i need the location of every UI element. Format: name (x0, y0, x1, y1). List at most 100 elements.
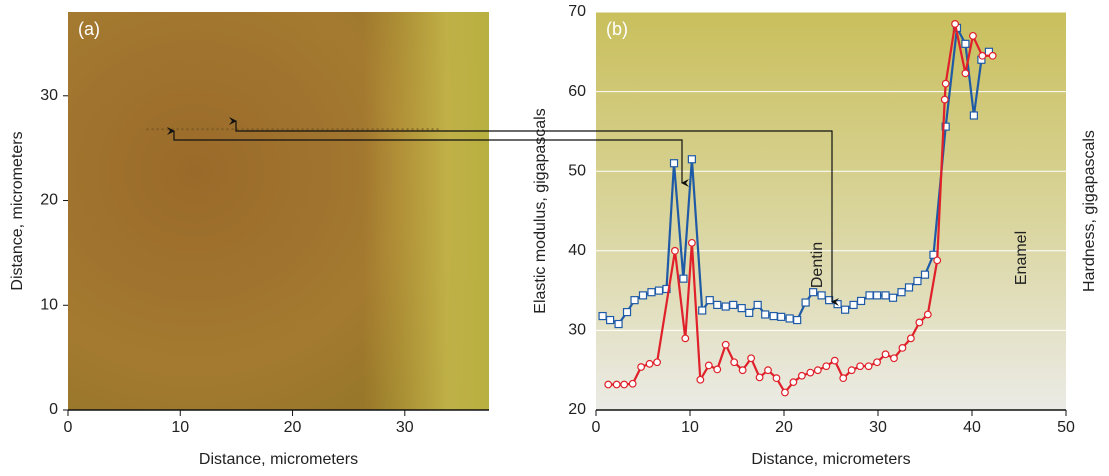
marker (913, 276, 922, 286)
x-axis-label: Distance, micrometers (751, 451, 910, 468)
marker (898, 344, 907, 352)
marker (687, 238, 696, 247)
y-axis-label: Elastic modulus, gigapascals (532, 108, 549, 313)
marker (687, 155, 696, 164)
marker (849, 300, 858, 310)
marker (856, 296, 866, 306)
marker (647, 288, 656, 297)
marker (704, 361, 713, 370)
marker (897, 288, 906, 297)
arrow (229, 117, 839, 306)
marker (872, 291, 882, 300)
marker (747, 354, 755, 363)
marker (923, 310, 932, 319)
marker (881, 291, 890, 300)
marker (729, 300, 738, 310)
connector-arrows (167, 117, 839, 306)
x-tick-label: 30 (396, 419, 414, 436)
marker (941, 122, 950, 131)
marker (951, 20, 959, 28)
marker (801, 298, 810, 307)
marker (941, 79, 950, 88)
marker (961, 39, 970, 48)
x-tick-label: 40 (963, 419, 981, 436)
marker (730, 358, 739, 367)
plots: 0 10 20 30 0 10 20 30 Distance, micrometers Dista… (9, 3, 1098, 468)
marker (630, 296, 639, 305)
marker (738, 366, 747, 375)
x-tick-label: 0 (64, 419, 73, 436)
y-tick-label: 60 (568, 83, 586, 100)
marker (789, 378, 798, 387)
marker (785, 314, 794, 323)
marker (681, 334, 690, 343)
marker (969, 31, 977, 40)
y-axis-label: Distance, micrometers (9, 131, 26, 290)
marker (940, 95, 949, 104)
marker (781, 388, 789, 397)
marker (907, 334, 915, 343)
marker (612, 380, 621, 389)
marker (769, 311, 778, 321)
marker (961, 69, 970, 78)
marker (833, 300, 842, 309)
marker (978, 51, 987, 60)
marker (638, 291, 648, 300)
marker (696, 375, 705, 384)
marker (598, 311, 607, 321)
marker (713, 365, 722, 374)
marker (847, 366, 856, 375)
marker (669, 159, 679, 168)
marker (839, 374, 848, 383)
marker (890, 354, 898, 363)
marker (809, 288, 818, 297)
marker (679, 274, 688, 283)
marker (915, 318, 924, 327)
x-tick-label: 20 (284, 419, 302, 436)
marker (888, 293, 898, 302)
marker (645, 359, 654, 368)
marker (969, 111, 978, 120)
plot-background (596, 12, 1066, 410)
marker (988, 51, 997, 60)
marker (830, 356, 839, 365)
x-tick-label: 10 (681, 419, 699, 436)
marker (721, 340, 730, 349)
marker (604, 380, 613, 389)
marker (764, 366, 772, 375)
panel-label: (b) (606, 19, 628, 39)
marker (920, 270, 930, 279)
y-tick-label: 30 (568, 322, 586, 339)
marker (654, 286, 664, 295)
annotation: Dentin (809, 242, 826, 288)
marker (737, 304, 746, 313)
marker (813, 366, 822, 375)
marker (721, 302, 730, 311)
marker (671, 246, 679, 255)
marker (620, 380, 629, 389)
y-tick-label: 50 (568, 162, 586, 179)
marker (772, 374, 781, 383)
marker (753, 300, 762, 310)
marker (904, 283, 914, 292)
x-tick-label: 10 (171, 419, 189, 436)
marker (745, 308, 754, 317)
y-tick-label: 20 (568, 401, 586, 418)
y-tick-label: 10 (40, 296, 58, 313)
marker (822, 362, 831, 371)
marker (881, 350, 890, 359)
marker (793, 315, 802, 325)
marker (628, 379, 637, 388)
marker (856, 362, 865, 371)
marker (653, 358, 661, 367)
marker (637, 363, 646, 371)
marker (622, 307, 632, 317)
marker (777, 312, 786, 321)
marker (761, 310, 770, 319)
marker (865, 291, 874, 300)
x-tick-label: 20 (775, 419, 793, 436)
marker (614, 319, 623, 329)
marker (817, 291, 826, 300)
x-tick-label: 30 (869, 419, 887, 436)
